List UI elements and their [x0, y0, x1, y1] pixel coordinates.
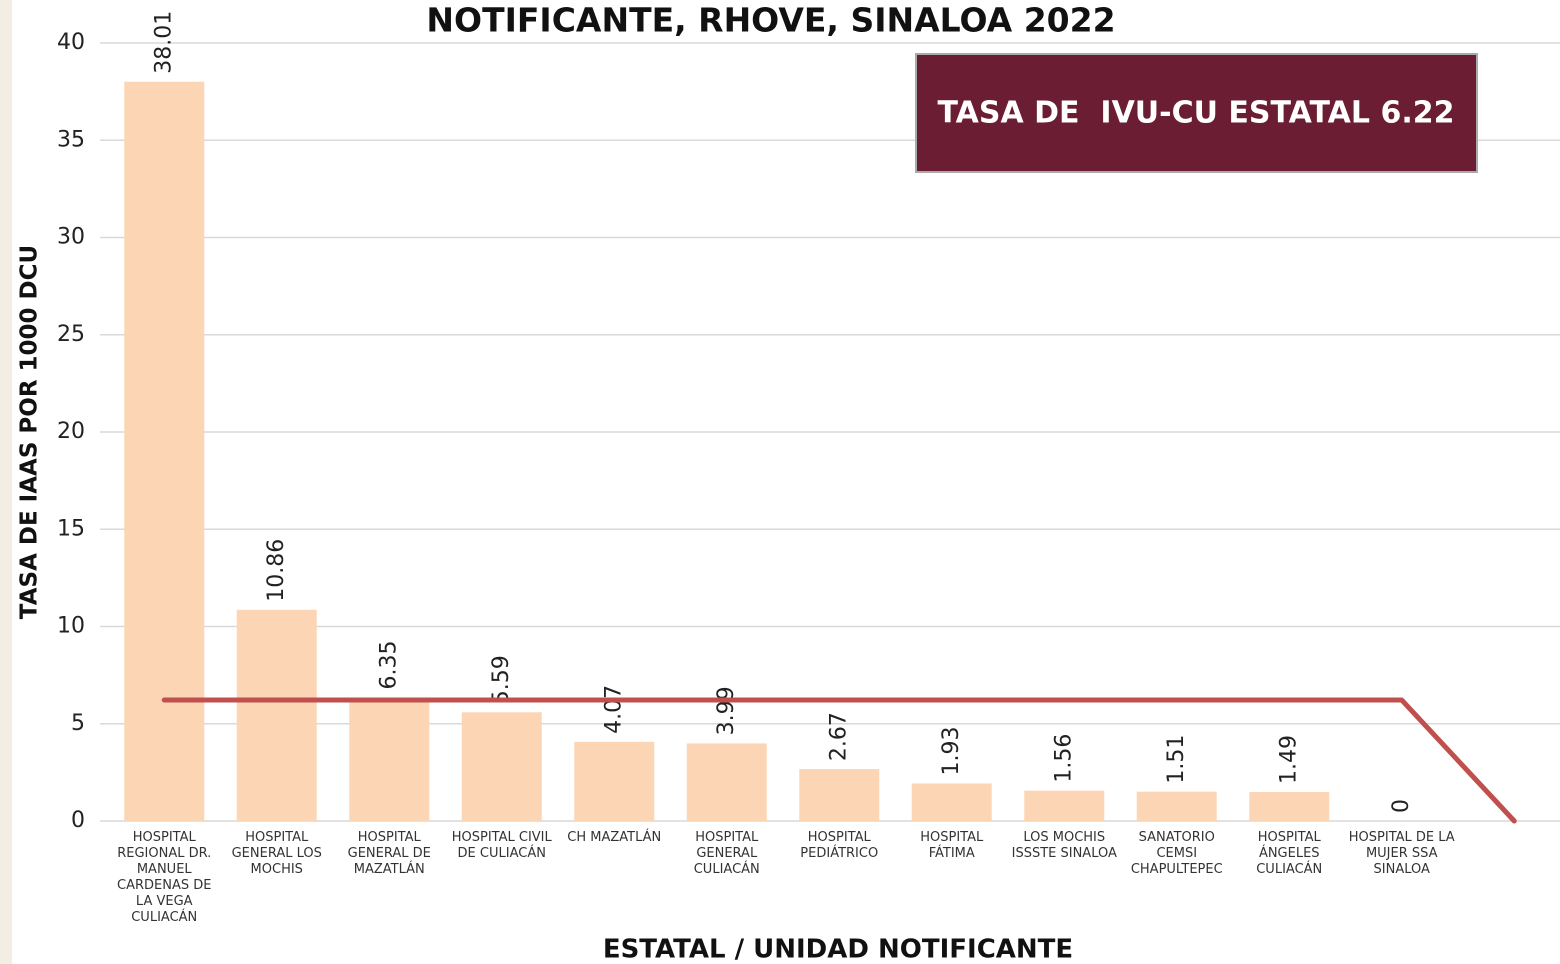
x-tick-label: HOSPITAL DE LA MUJER SSA SINALOA	[1348, 830, 1455, 877]
bar	[1249, 792, 1330, 821]
bar	[461, 712, 542, 821]
bar	[1024, 790, 1105, 821]
x-tick-label: CH MAZATLÁN	[567, 830, 662, 845]
data-label: 3.99	[714, 686, 739, 735]
side-strip	[0, 0, 12, 964]
y-tick-label: 40	[57, 30, 85, 55]
bar	[1136, 791, 1217, 821]
data-label: 0	[1389, 799, 1414, 813]
data-label: 5.59	[489, 655, 514, 704]
y-tick-label: 10	[57, 614, 85, 639]
data-label: 10.86	[264, 539, 289, 602]
data-label: 1.49	[1276, 735, 1301, 784]
annotation: TASA DE IVU-CU ESTATAL 6.22	[938, 96, 1455, 131]
line	[161, 697, 1517, 824]
x-tick-label: SANATORIO CEMSI CHAPULTEPEC	[1130, 830, 1223, 877]
x-tick-label: HOSPITAL FÁTIMA	[920, 830, 984, 861]
data-label: 4.07	[601, 685, 626, 734]
x-tick-label: HOSPITAL CIVIL DE CULIACÁN	[451, 830, 552, 861]
annotation-box	[915, 53, 1478, 173]
bar	[124, 81, 205, 821]
y-tick-label: 5	[71, 711, 85, 736]
data-label: 1.51	[1164, 735, 1189, 784]
y-tick-label: 15	[57, 516, 85, 541]
bar	[686, 743, 767, 821]
bar	[236, 609, 317, 821]
y-tick-label: 20	[57, 419, 85, 444]
bar	[799, 769, 880, 821]
x-tick-label: HOSPITAL GENERAL DE MAZATLÁN	[347, 830, 431, 877]
data-label: 38.01	[151, 11, 176, 74]
y-tick-label: 35	[57, 127, 85, 152]
x-axis-label: ESTATAL / UNIDAD NOTIFICANTE	[603, 935, 1073, 964]
data-label: 2.67	[826, 712, 851, 761]
data-label: 1.56	[1051, 734, 1076, 783]
y-tick-label: 30	[57, 225, 85, 250]
chart-title: NOTIFICANTE, RHOVE, SINALOA 2022	[426, 1, 1115, 40]
y-tick-label: 0	[71, 808, 85, 833]
bar	[574, 741, 655, 821]
bar	[911, 783, 992, 821]
data-label: 6.35	[376, 641, 401, 690]
data-label: 1.93	[939, 726, 964, 775]
x-tick-label: LOS MOCHIS ISSSTE SINALOA	[1011, 830, 1117, 861]
x-tick-label: HOSPITAL GENERAL LOS MOCHIS	[231, 830, 322, 877]
x-tick-label: HOSPITAL GENERAL CULIACÁN	[693, 830, 760, 877]
x-tick-label: HOSPITAL REGIONAL DR. MANUEL CARDENAS DE…	[117, 830, 212, 925]
x-tick-label: HOSPITAL PEDIÁTRICO	[800, 830, 879, 861]
bar	[349, 697, 430, 821]
y-tick-label: 25	[57, 322, 85, 347]
x-tick-label: HOSPITAL ÁNGELES CULIACÁN	[1256, 830, 1323, 877]
y-axis-label: TASA DE IAAS POR 1000 DCU	[17, 245, 43, 619]
